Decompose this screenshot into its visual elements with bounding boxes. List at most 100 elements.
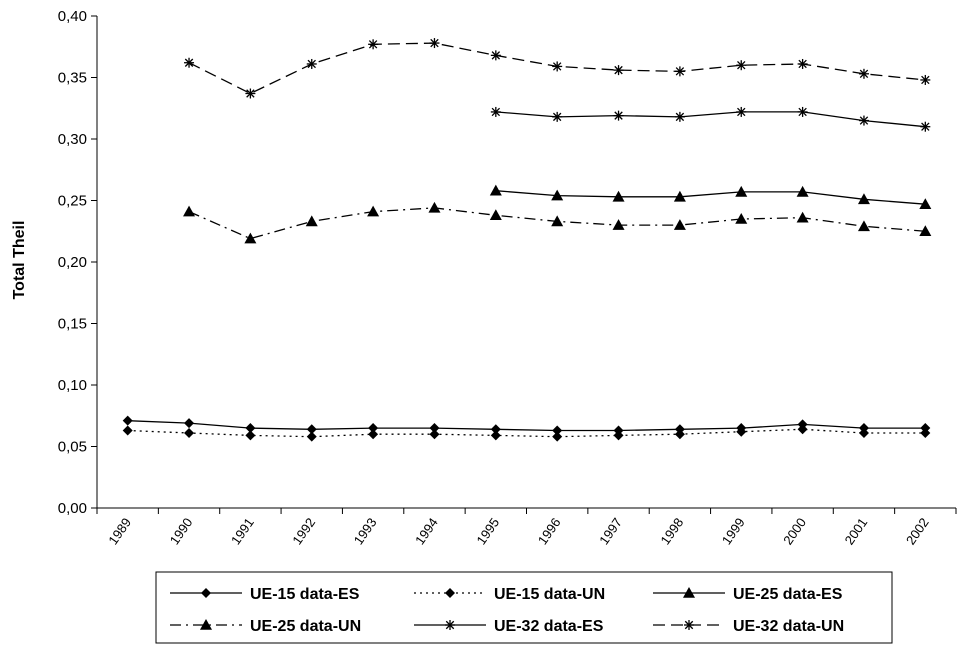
marker-stroke [552,112,562,122]
legend-marker [200,619,212,630]
marker-stroke [859,69,869,79]
x-tick-label: 1997 [596,515,625,547]
data-point [919,198,932,209]
x-tick-label: 2001 [842,515,871,547]
y-tick-label: 0,20 [58,254,87,271]
x-tick-label: 1991 [228,515,257,547]
data-point [735,185,748,197]
marker-stroke [798,107,807,117]
legend-marker [445,588,455,598]
data-point [305,215,318,227]
data-point [673,190,686,202]
marker-stroke [430,38,439,48]
data-point [428,201,441,213]
data-point [857,193,870,205]
marker-stroke [445,620,455,630]
x-tick-label: 1994 [412,515,441,547]
data-point [673,219,686,230]
series-6 [184,38,931,99]
y-axis-title: Total Theil [11,221,28,300]
series-3 [489,184,932,209]
legend-item: UE-25 data-UN [170,618,361,635]
data-point [797,424,808,435]
marker-stroke [491,51,501,60]
data-point [736,60,747,71]
data-point [244,232,257,244]
legend-label: UE-25 data-ES [733,586,843,603]
y-tick-label: 0,15 [58,316,87,333]
data-point [184,418,195,429]
data-point [490,50,501,61]
marker-stroke [859,116,869,125]
x-tick-label: 1990 [167,515,196,547]
marker-stroke [675,112,685,122]
data-point [245,423,256,434]
legend-box [155,571,893,644]
data-point [184,57,195,68]
chart-axes: 0,00 0,05 0,10 0,15 0,20 0,25 0,30 0,35 0,40 1989… [58,8,957,547]
series-line [495,190,926,205]
legend-label: UE-15 data-ES [250,586,360,603]
marker-stroke [737,107,746,117]
data-point [306,424,317,435]
data-point [552,425,563,436]
legend-item: UE-15 data-UN [414,586,605,603]
x-tick-label: 2002 [903,515,932,547]
marker-stroke [737,60,746,70]
data-point [674,66,685,77]
data-point [489,184,502,196]
legend-item: UE-32 data-UN [653,618,844,635]
series-line [495,111,926,128]
data-point [122,425,133,436]
series-5 [490,106,931,132]
marker-stroke [184,58,194,67]
series-layer [122,38,932,442]
y-tick-label: 0,35 [58,70,87,87]
legend-marker [201,588,211,598]
data-point [429,423,440,434]
legend-marker [445,620,455,630]
data-point [245,430,256,441]
x-tick-label: 1999 [719,515,748,547]
data-point [552,111,563,122]
data-point [920,121,931,132]
series-line [127,428,926,438]
series-2 [122,424,931,442]
marker-stroke [246,89,255,98]
data-point [551,215,564,227]
marker-stroke [684,620,694,630]
y-tick-label: 0,00 [58,500,87,517]
marker-stroke [614,111,623,120]
y-tick-label: 0,10 [58,377,87,394]
data-point [797,106,808,117]
series-4 [183,201,932,244]
legend-marker [683,587,695,598]
data-point [245,88,256,99]
data-point [368,423,379,434]
y-tick-label: 0,25 [58,193,87,210]
data-point [368,429,379,440]
legend-label: UE-32 data-UN [733,618,844,635]
data-point [858,427,869,438]
marker-stroke [552,62,562,71]
data-point [490,424,501,435]
data-point [735,212,748,224]
data-point [796,185,809,197]
data-point [183,205,196,217]
legend-item: UE-15 data-ES [170,586,360,603]
y-tick-label: 0,05 [58,439,87,456]
data-point [490,430,501,441]
legend-marker [684,620,694,630]
marker-stroke [921,75,930,85]
marker-stroke [368,40,378,49]
data-point [306,58,317,69]
data-point [490,106,501,117]
data-point [612,219,625,230]
data-point [367,205,380,217]
data-point [429,38,440,49]
series-1 [122,415,931,436]
x-tick-label: 1995 [473,515,502,547]
data-point [674,111,685,122]
legend: UE-15 data-ES UE-15 data-UN UE-25 data-ES U… [155,571,893,644]
